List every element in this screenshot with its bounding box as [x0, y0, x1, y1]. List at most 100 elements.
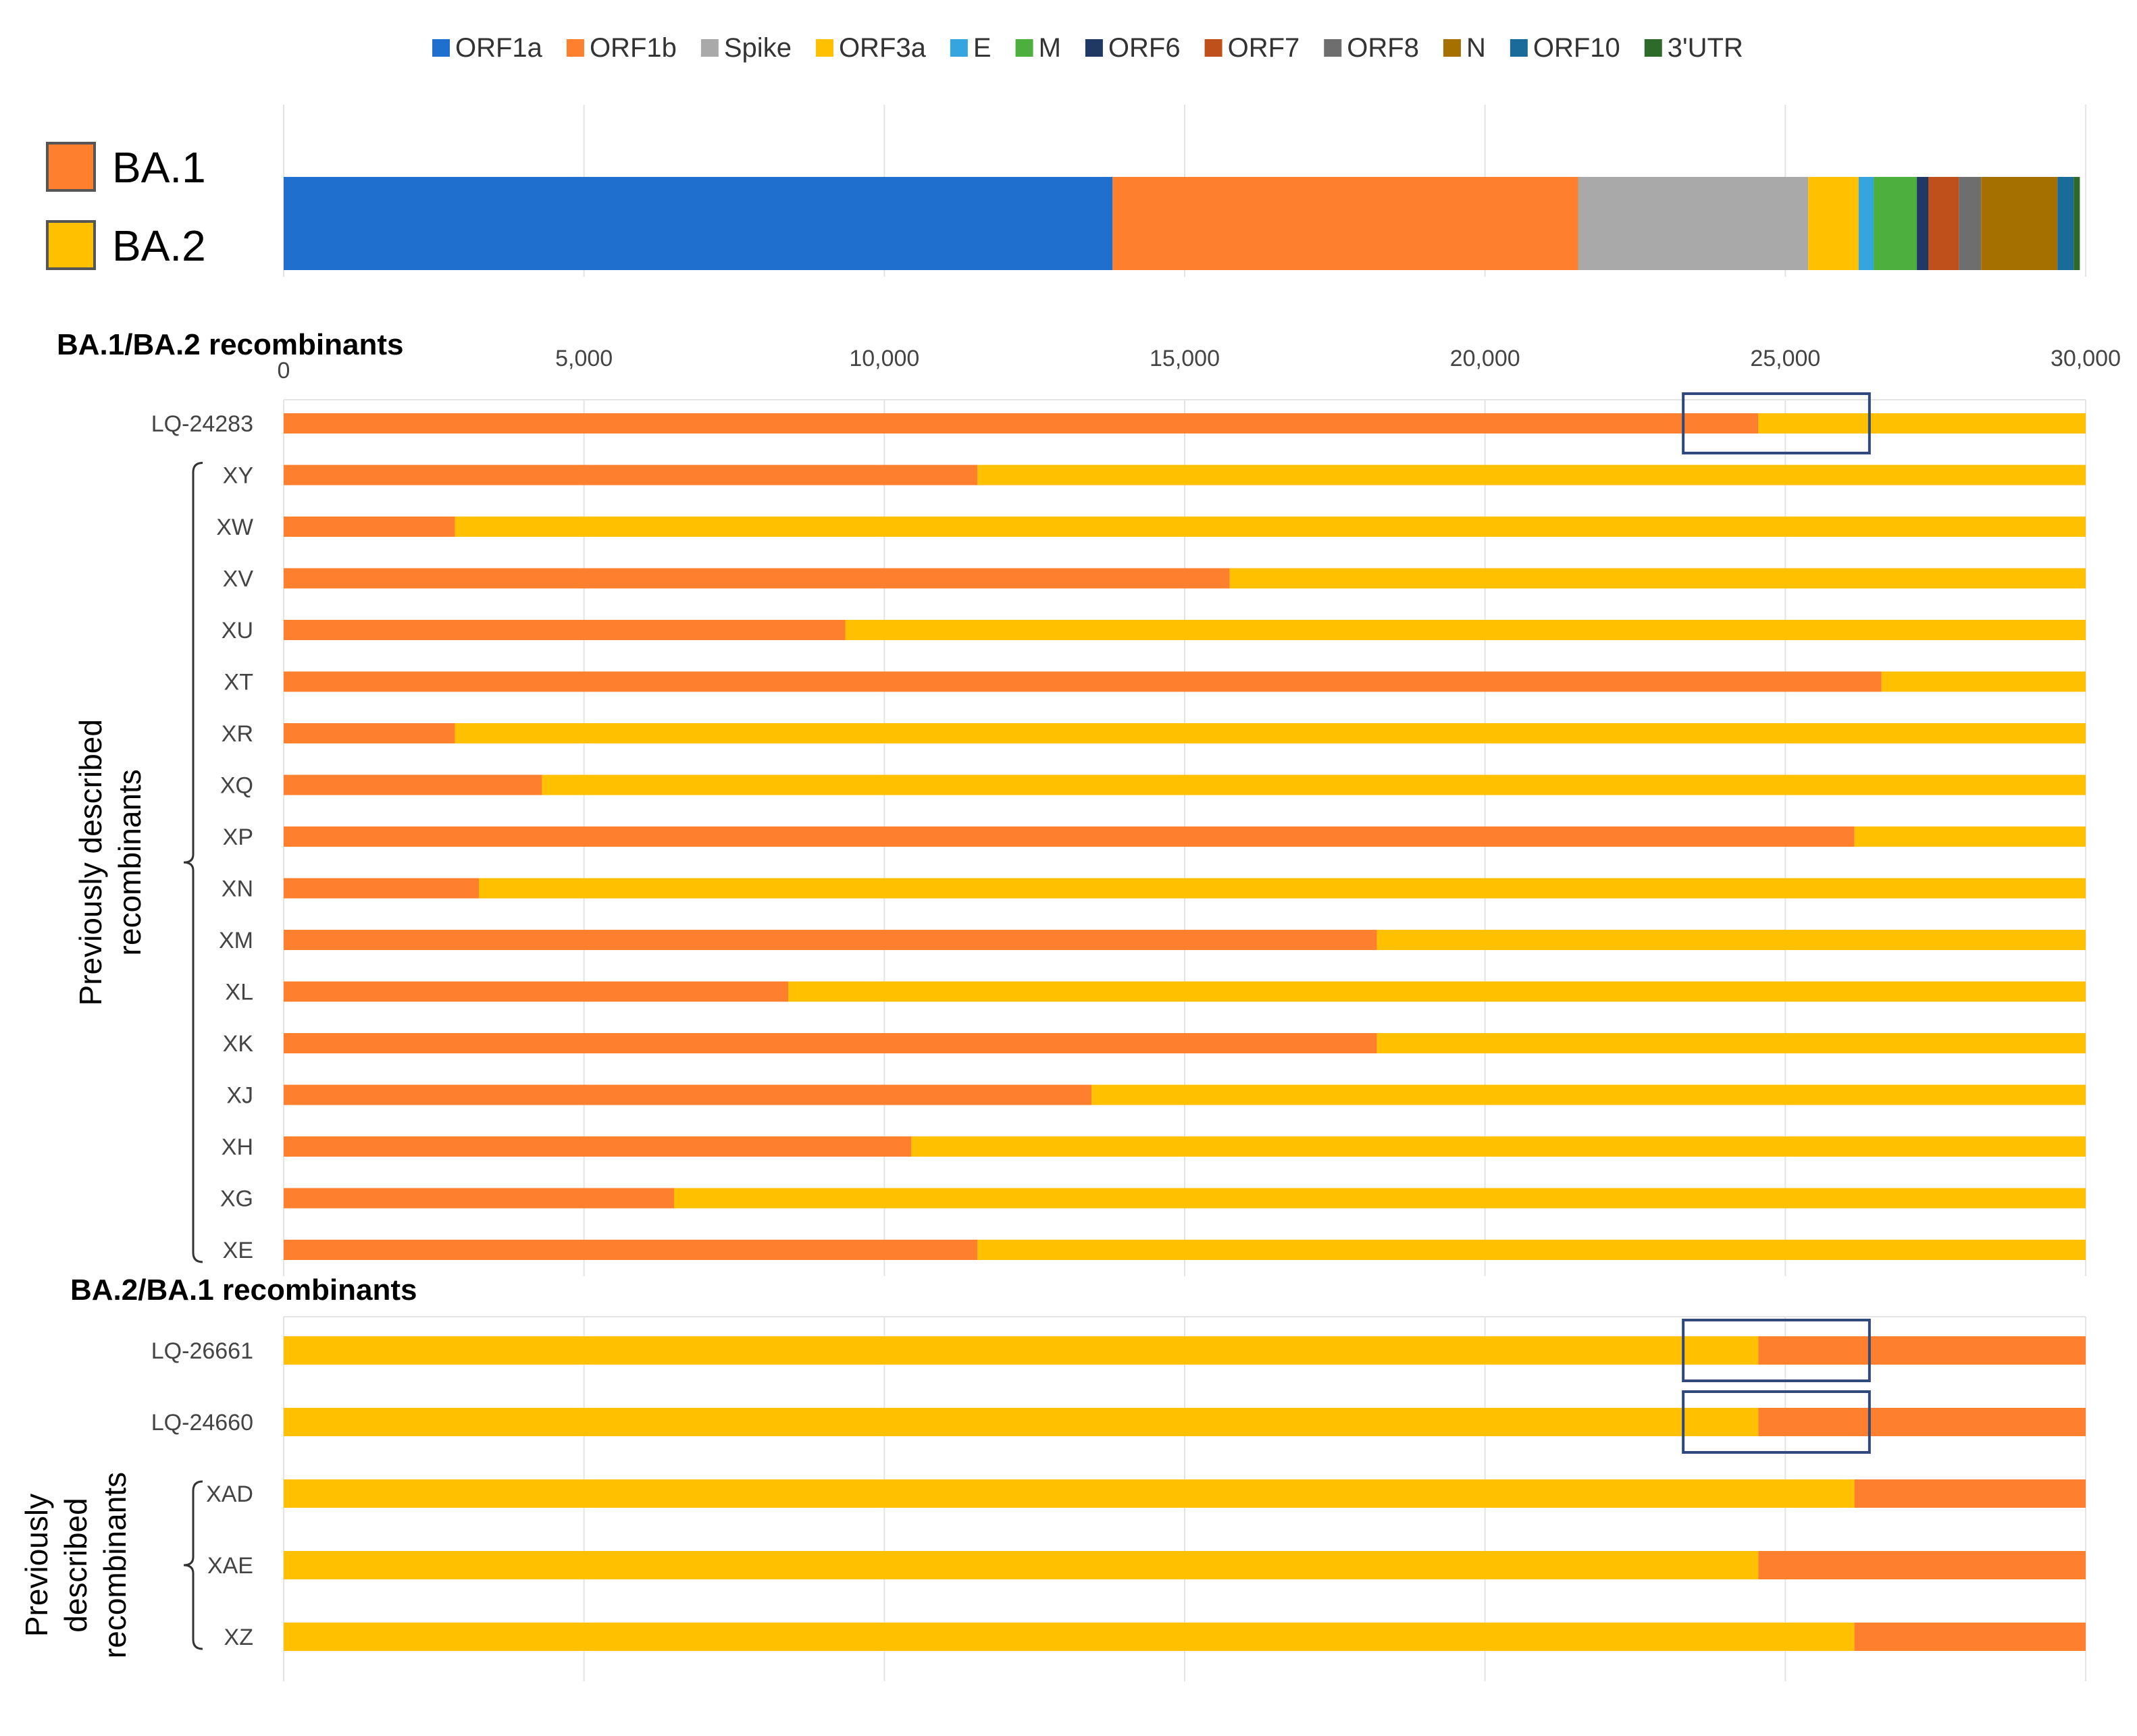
legend-swatch-orf7	[1204, 39, 1222, 57]
genome-segment-spike	[1578, 177, 1809, 270]
legend-swatch-n	[1443, 39, 1461, 57]
row-label: XR	[222, 721, 253, 747]
bar-segment-ba1	[284, 517, 455, 537]
legend-swatch-m	[1015, 39, 1033, 57]
x-tick-label: 30,000	[2051, 346, 2121, 371]
bar-segment-ba2	[1881, 671, 2086, 692]
bar-segment-ba1	[284, 413, 1759, 433]
genome-segment-3utr	[2074, 177, 2080, 270]
row-label: XW	[216, 515, 253, 540]
row-label: XQ	[220, 773, 253, 799]
row-label: XN	[222, 876, 253, 902]
genome-segment-orf3a	[1808, 177, 1859, 270]
row-label: LQ-24283	[151, 411, 253, 437]
bar-segment-ba2	[284, 1551, 1759, 1579]
genome-segment-orf8	[1959, 177, 1982, 270]
legend-label-spike: Spike	[724, 33, 792, 63]
row-label: XP	[223, 824, 253, 850]
bar-segment-ba2	[1091, 1084, 2086, 1105]
bar-segment-ba2	[1376, 930, 2086, 950]
bar-segment-ba2	[1229, 568, 2086, 589]
bar-segment-ba1	[284, 1033, 1377, 1053]
lineage-label-ba2: BA.2	[112, 221, 206, 270]
row-label: LQ-26661	[151, 1338, 253, 1364]
genome-segment-orf1a	[284, 177, 1113, 270]
bar-segment-ba2	[977, 1240, 2086, 1260]
bar-segment-ba1	[1758, 1408, 2086, 1436]
row-label: XY	[223, 463, 253, 489]
genome-segment-orf7	[1928, 177, 1959, 270]
row-label: XM	[219, 928, 253, 953]
bar-segment-ba2	[1854, 826, 2086, 847]
bar-segment-ba1	[1854, 1479, 2086, 1508]
legend-label-e: E	[973, 33, 992, 63]
bar-segment-ba1	[284, 723, 455, 743]
bar-segment-ba1	[284, 620, 846, 640]
row-label: XL	[225, 980, 253, 1005]
row-label: XAD	[206, 1481, 253, 1507]
group-label: Previously described	[73, 719, 108, 1005]
row-label: XZ	[224, 1625, 253, 1650]
bar-segment-ba1	[1758, 1551, 2086, 1579]
bar-segment-ba1	[284, 1136, 912, 1157]
genome-segment-orf1b	[1112, 177, 1578, 270]
bar-segment-ba2	[284, 1623, 1855, 1651]
section-title: BA.1/BA.2 recombinants	[57, 328, 403, 361]
x-tick-label: 20,000	[1450, 346, 1520, 371]
row-label: XT	[224, 670, 253, 695]
x-tick-label: 0	[278, 358, 290, 384]
bar-segment-ba1	[1758, 1336, 2086, 1365]
bar-segment-ba2	[455, 517, 2086, 537]
legend-label-n: N	[1466, 33, 1486, 63]
bar-segment-ba2	[479, 878, 2086, 899]
row-label: XK	[223, 1031, 254, 1057]
bar-segment-ba1	[284, 826, 1855, 847]
bar-segment-ba1	[284, 981, 789, 1002]
bar-segment-ba1	[284, 568, 1230, 589]
genome-segment-n	[1981, 177, 2058, 270]
group-label: recombinants	[112, 769, 147, 955]
legend-label-orf10: ORF10	[1533, 33, 1620, 63]
legend-label-orf7: ORF7	[1228, 33, 1300, 63]
legend-swatch-3utr	[1644, 39, 1662, 57]
legend-swatch-e	[950, 39, 968, 57]
bar-segment-ba2	[1376, 1033, 2086, 1053]
x-tick-label: 25,000	[1750, 346, 1820, 371]
legend-swatch-orf6	[1085, 39, 1103, 57]
bar-segment-ba2	[1758, 413, 2086, 433]
genome-segment-orf10	[2057, 177, 2074, 270]
group-label: recombinants	[97, 1472, 132, 1658]
bar-segment-ba1	[284, 465, 978, 485]
row-label: XU	[222, 618, 253, 643]
x-tick-label: 5,000	[555, 346, 613, 371]
bar-segment-ba1	[284, 930, 1377, 950]
lineage-swatch-ba2	[46, 220, 96, 270]
group-label: Previously	[19, 1494, 54, 1637]
bar-segment-ba1	[284, 774, 542, 795]
row-label: XG	[220, 1186, 253, 1212]
legend-swatch-orf3a	[815, 39, 833, 57]
row-label: XJ	[226, 1083, 253, 1109]
legend-swatch-orf1b	[566, 39, 584, 57]
bar-segment-ba1	[284, 1084, 1092, 1105]
legend-swatch-spike	[700, 39, 719, 57]
legend-swatch-orf8	[1324, 39, 1342, 57]
genome-segment-m	[1874, 177, 1917, 270]
breakpoint-highlight-box	[1682, 392, 1871, 454]
x-tick-label: 10,000	[849, 346, 919, 371]
legend-label-m: M	[1039, 33, 1061, 63]
row-label: LQ-24660	[151, 1410, 253, 1436]
bar-segment-ba1	[284, 671, 1882, 692]
bar-segment-ba2	[977, 465, 2086, 485]
bar-segment-ba2	[911, 1136, 2086, 1157]
legend-swatch-orf10	[1510, 39, 1528, 57]
legend-label-orf1b: ORF1b	[590, 33, 677, 63]
row-label: XV	[223, 567, 254, 592]
bar-segment-ba2	[284, 1479, 1855, 1508]
legend-swatch-orf1a	[432, 39, 450, 57]
group-brace	[183, 1480, 203, 1650]
bar-segment-ba2	[845, 620, 2086, 640]
legend-label-orf6: ORF6	[1108, 33, 1181, 63]
lineage-label-ba1: BA.1	[112, 143, 206, 192]
